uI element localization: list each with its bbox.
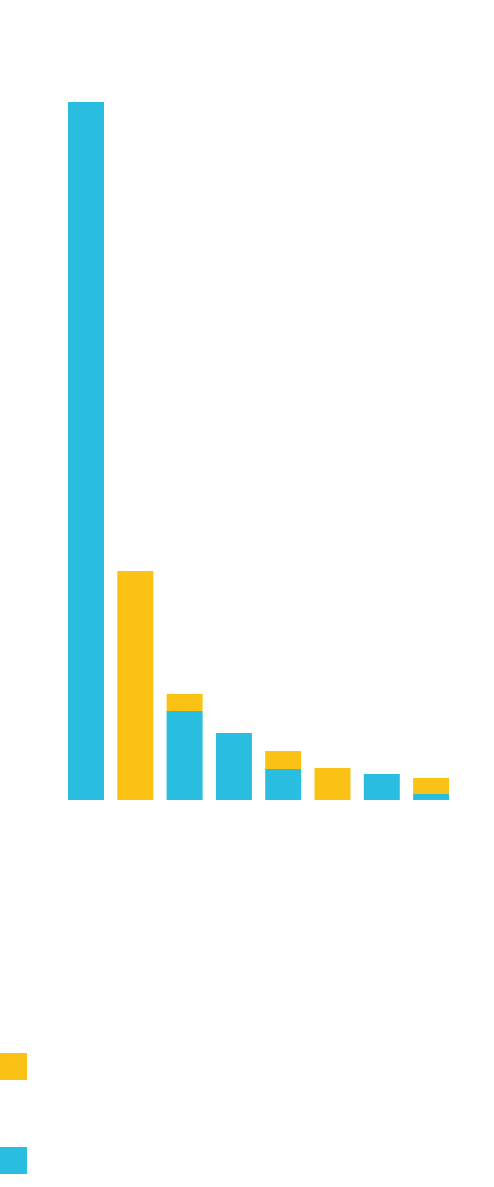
bar-segment xyxy=(265,751,302,769)
bar-segment xyxy=(265,769,302,800)
bar-segment xyxy=(166,711,203,800)
bar-segment xyxy=(117,571,154,800)
bar-segment xyxy=(166,694,203,711)
bar-segment xyxy=(363,774,400,800)
bar-segment xyxy=(68,102,104,800)
bar-segment xyxy=(413,794,450,800)
legend-swatch xyxy=(0,1147,27,1174)
legend-swatch xyxy=(0,1053,27,1080)
bar-segment xyxy=(314,768,351,800)
bar-segment xyxy=(215,733,252,800)
bar-segment xyxy=(413,778,450,794)
